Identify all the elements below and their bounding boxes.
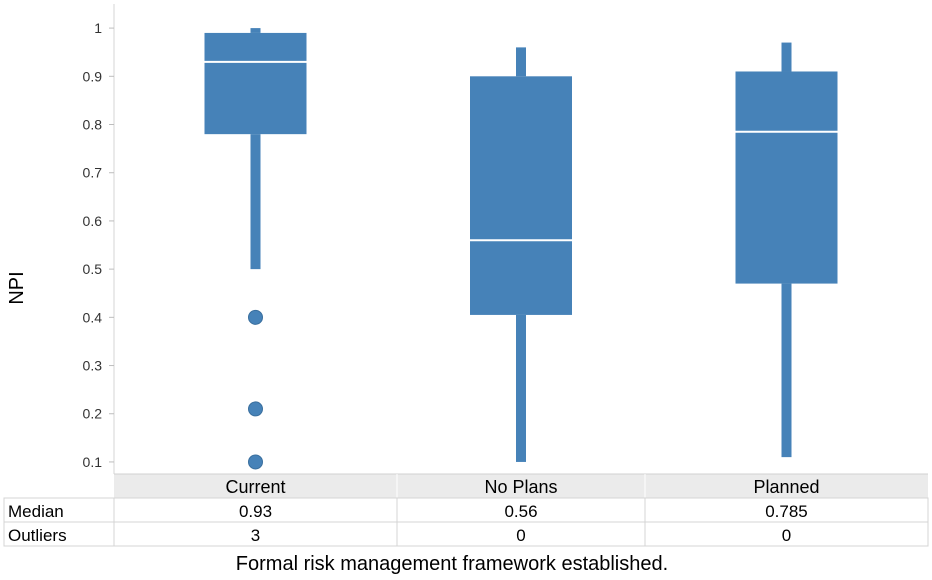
table-cell: 0 [782, 526, 791, 545]
category-header-background [114, 474, 928, 498]
table-cell: 3 [251, 526, 260, 545]
category-label: Current [225, 477, 285, 497]
table-cell: 0.56 [504, 502, 537, 521]
box-current [204, 28, 307, 470]
y-tick-label: 0.6 [83, 213, 103, 229]
table-cell: 0 [516, 526, 525, 545]
lower-whisker [516, 314, 526, 462]
lower-whisker [250, 134, 261, 270]
y-axis: 0.1 0.2 0.3 0.4 0.5 0.6 0.7 0.8 0.9 1 [83, 20, 114, 470]
interquartile-box [735, 71, 838, 284]
upper-whisker [516, 47, 526, 77]
y-tick-label: 0.3 [83, 358, 103, 374]
table-row-label: Outliers [8, 526, 67, 545]
lower-whisker [781, 283, 792, 458]
table-cell: 0.785 [765, 502, 808, 521]
table-row-label: Median [8, 502, 64, 521]
box-planned [735, 42, 838, 458]
table-cell: 0.93 [239, 502, 272, 521]
y-tick-label: 0.1 [83, 454, 103, 470]
category-label: Planned [753, 477, 819, 497]
y-tick-label: 1 [94, 20, 102, 36]
y-axis-label: NPI [6, 271, 28, 304]
y-tick-label: 0.7 [83, 165, 103, 181]
y-tick-label: 0.9 [83, 68, 103, 84]
category-header: Current No Plans Planned [114, 473, 928, 498]
y-tick-label: 0.2 [83, 406, 103, 422]
outlier-point [248, 309, 263, 325]
stats-table: Median 0.93 0.56 0.785 Outliers 3 0 0 [3, 497, 929, 547]
interquartile-box [470, 76, 572, 315]
boxes [204, 28, 838, 470]
category-label: No Plans [484, 477, 557, 497]
interquartile-box [204, 32, 307, 135]
upper-whisker [250, 28, 261, 33]
y-tick-label: 0.8 [83, 117, 103, 133]
y-tick-label: 0.4 [83, 309, 103, 325]
upper-whisker [781, 42, 792, 72]
y-tick-label: 0.5 [83, 261, 103, 277]
outlier-point [248, 454, 263, 470]
x-axis-label: Formal risk management framework establi… [236, 553, 668, 575]
outlier-point [248, 401, 263, 417]
box-no-plans [470, 47, 572, 462]
